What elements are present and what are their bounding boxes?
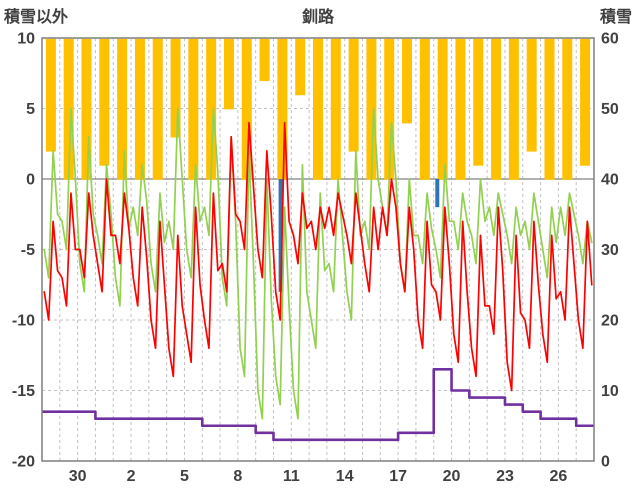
right-tick-label: 20: [601, 313, 619, 330]
left-tick-label: 10: [17, 31, 35, 48]
left-tick-label: -10: [12, 313, 35, 330]
sunshine-bar: [384, 38, 395, 180]
green-line: [43, 107, 593, 420]
x-tick-label: 2: [127, 468, 136, 485]
left-tick-label: -15: [12, 383, 35, 400]
sunshine-bar: [455, 38, 466, 180]
sunshine-bar: [473, 38, 484, 166]
sunshine-bar: [313, 38, 323, 180]
sunshine-bar: [152, 38, 163, 180]
left-tick-label: -20: [12, 454, 35, 471]
x-tick-label: 26: [549, 468, 567, 485]
sunshine-bar: [402, 38, 413, 124]
right-tick-label: 0: [601, 454, 610, 471]
sunshine-bar: [419, 38, 430, 180]
sunshine-bar: [330, 38, 341, 180]
x-tick-label: 17: [389, 468, 407, 485]
x-tick-label: 30: [69, 468, 87, 485]
sunshine-bar: [170, 38, 181, 138]
left-tick-label: 5: [26, 101, 35, 118]
left-tick-label: -5: [21, 242, 35, 259]
sunshine-bar: [277, 38, 288, 180]
right-axis-title: 積雪: [599, 9, 632, 26]
chart-title: 釧路: [301, 9, 334, 26]
plot-border: [41, 37, 595, 462]
sunshine-bar: [295, 38, 306, 96]
precipitation-bar: [435, 179, 440, 208]
x-tick-label: 5: [180, 468, 189, 485]
x-tick-label: 14: [336, 468, 354, 485]
sunshine-bar: [491, 38, 502, 180]
sunshine-bar: [134, 38, 145, 180]
right-tick-label: 10: [601, 383, 619, 400]
sunshine-bar: [437, 38, 448, 180]
x-tick-label: 23: [496, 468, 514, 485]
right-tick-label: 50: [601, 101, 619, 118]
left-tick-label: 0: [26, 172, 35, 189]
temperature-line: [43, 121, 593, 392]
sunshine-bar: [562, 38, 573, 180]
sunshine-bar: [63, 38, 74, 180]
right-tick-label: 40: [601, 172, 619, 189]
left-axis-title: 積雪以外: [4, 9, 69, 26]
sunshine-bar: [580, 38, 591, 166]
sunshine-bar: [259, 38, 270, 82]
right-tick-label: 30: [601, 242, 619, 259]
right-tick-label: 60: [601, 31, 619, 48]
snow-depth-line: [42, 368, 594, 442]
sunshine-bar: [241, 38, 252, 180]
sunshine-bar: [348, 38, 359, 152]
precipitation-bar: [278, 179, 283, 292]
sunshine-bar: [206, 38, 217, 180]
sunshine-bar: [188, 38, 199, 180]
x-tick-label: 8: [233, 468, 242, 485]
x-tick-label: 20: [443, 468, 461, 485]
sunshine-bar: [508, 38, 519, 180]
sunshine-bar: [544, 38, 555, 180]
sunshine-bar: [117, 38, 128, 180]
sunshine-bar: [45, 38, 56, 152]
sunshine-bar: [366, 38, 377, 180]
x-tick-label: 11: [283, 468, 300, 485]
sunshine-bar: [81, 38, 92, 180]
sunshine-bar: [99, 38, 110, 166]
sunshine-bar: [223, 38, 234, 110]
sunshine-bar: [526, 38, 537, 152]
